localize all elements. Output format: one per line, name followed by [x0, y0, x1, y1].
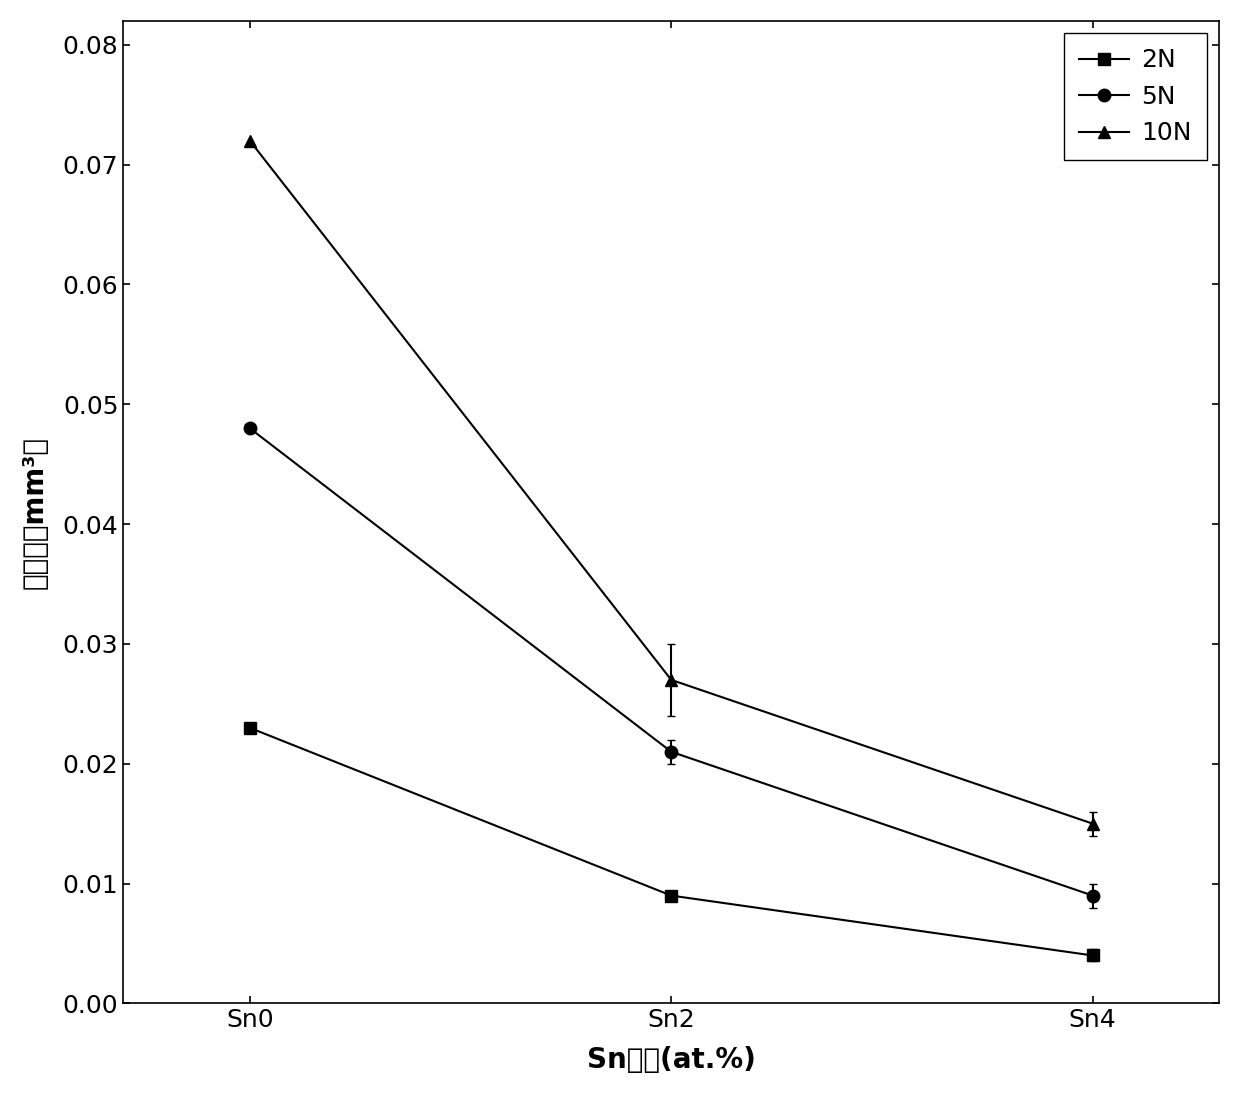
- Line: 5N: 5N: [243, 422, 1099, 902]
- 2N: [663, 889, 678, 902]
- 5N: [242, 422, 257, 435]
- X-axis label: Sn含量(at.%): Sn含量(at.%): [587, 1046, 755, 1074]
- 2N: [242, 722, 257, 735]
- 10N: [1085, 817, 1100, 830]
- Y-axis label: 磨损量（mm³）: 磨损量（mm³）: [21, 436, 48, 589]
- 10N: [242, 134, 257, 147]
- 5N: [663, 746, 678, 759]
- Legend: 2N, 5N, 10N: 2N, 5N, 10N: [1064, 33, 1207, 160]
- 10N: [663, 673, 678, 687]
- Line: 2N: 2N: [243, 722, 1099, 961]
- Line: 10N: 10N: [243, 135, 1099, 830]
- 5N: [1085, 889, 1100, 902]
- 2N: [1085, 949, 1100, 963]
